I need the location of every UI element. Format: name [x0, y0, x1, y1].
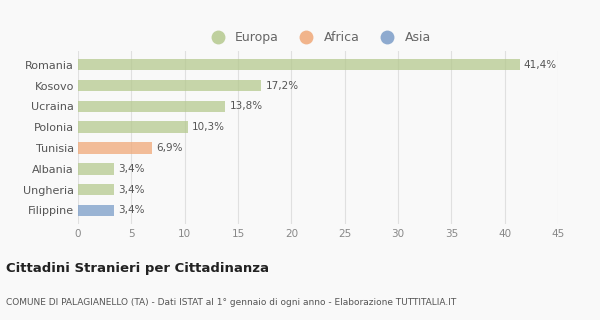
Text: 13,8%: 13,8%: [229, 101, 263, 111]
Legend: Europa, Africa, Asia: Europa, Africa, Asia: [200, 26, 436, 49]
Bar: [78, 101, 225, 112]
Bar: [78, 142, 152, 154]
Bar: [78, 80, 262, 91]
Text: 41,4%: 41,4%: [524, 60, 557, 70]
Text: 3,4%: 3,4%: [119, 185, 145, 195]
Bar: [78, 122, 188, 133]
Bar: [78, 184, 114, 195]
Bar: [78, 163, 114, 174]
Text: Cittadini Stranieri per Cittadinanza: Cittadini Stranieri per Cittadinanza: [6, 262, 269, 276]
Text: 3,4%: 3,4%: [119, 205, 145, 215]
Bar: [78, 205, 114, 216]
Bar: [78, 59, 520, 70]
Text: COMUNE DI PALAGIANELLO (TA) - Dati ISTAT al 1° gennaio di ogni anno - Elaborazio: COMUNE DI PALAGIANELLO (TA) - Dati ISTAT…: [6, 298, 456, 307]
Text: 10,3%: 10,3%: [192, 122, 225, 132]
Text: 17,2%: 17,2%: [266, 81, 299, 91]
Text: 3,4%: 3,4%: [119, 164, 145, 174]
Text: 6,9%: 6,9%: [156, 143, 182, 153]
